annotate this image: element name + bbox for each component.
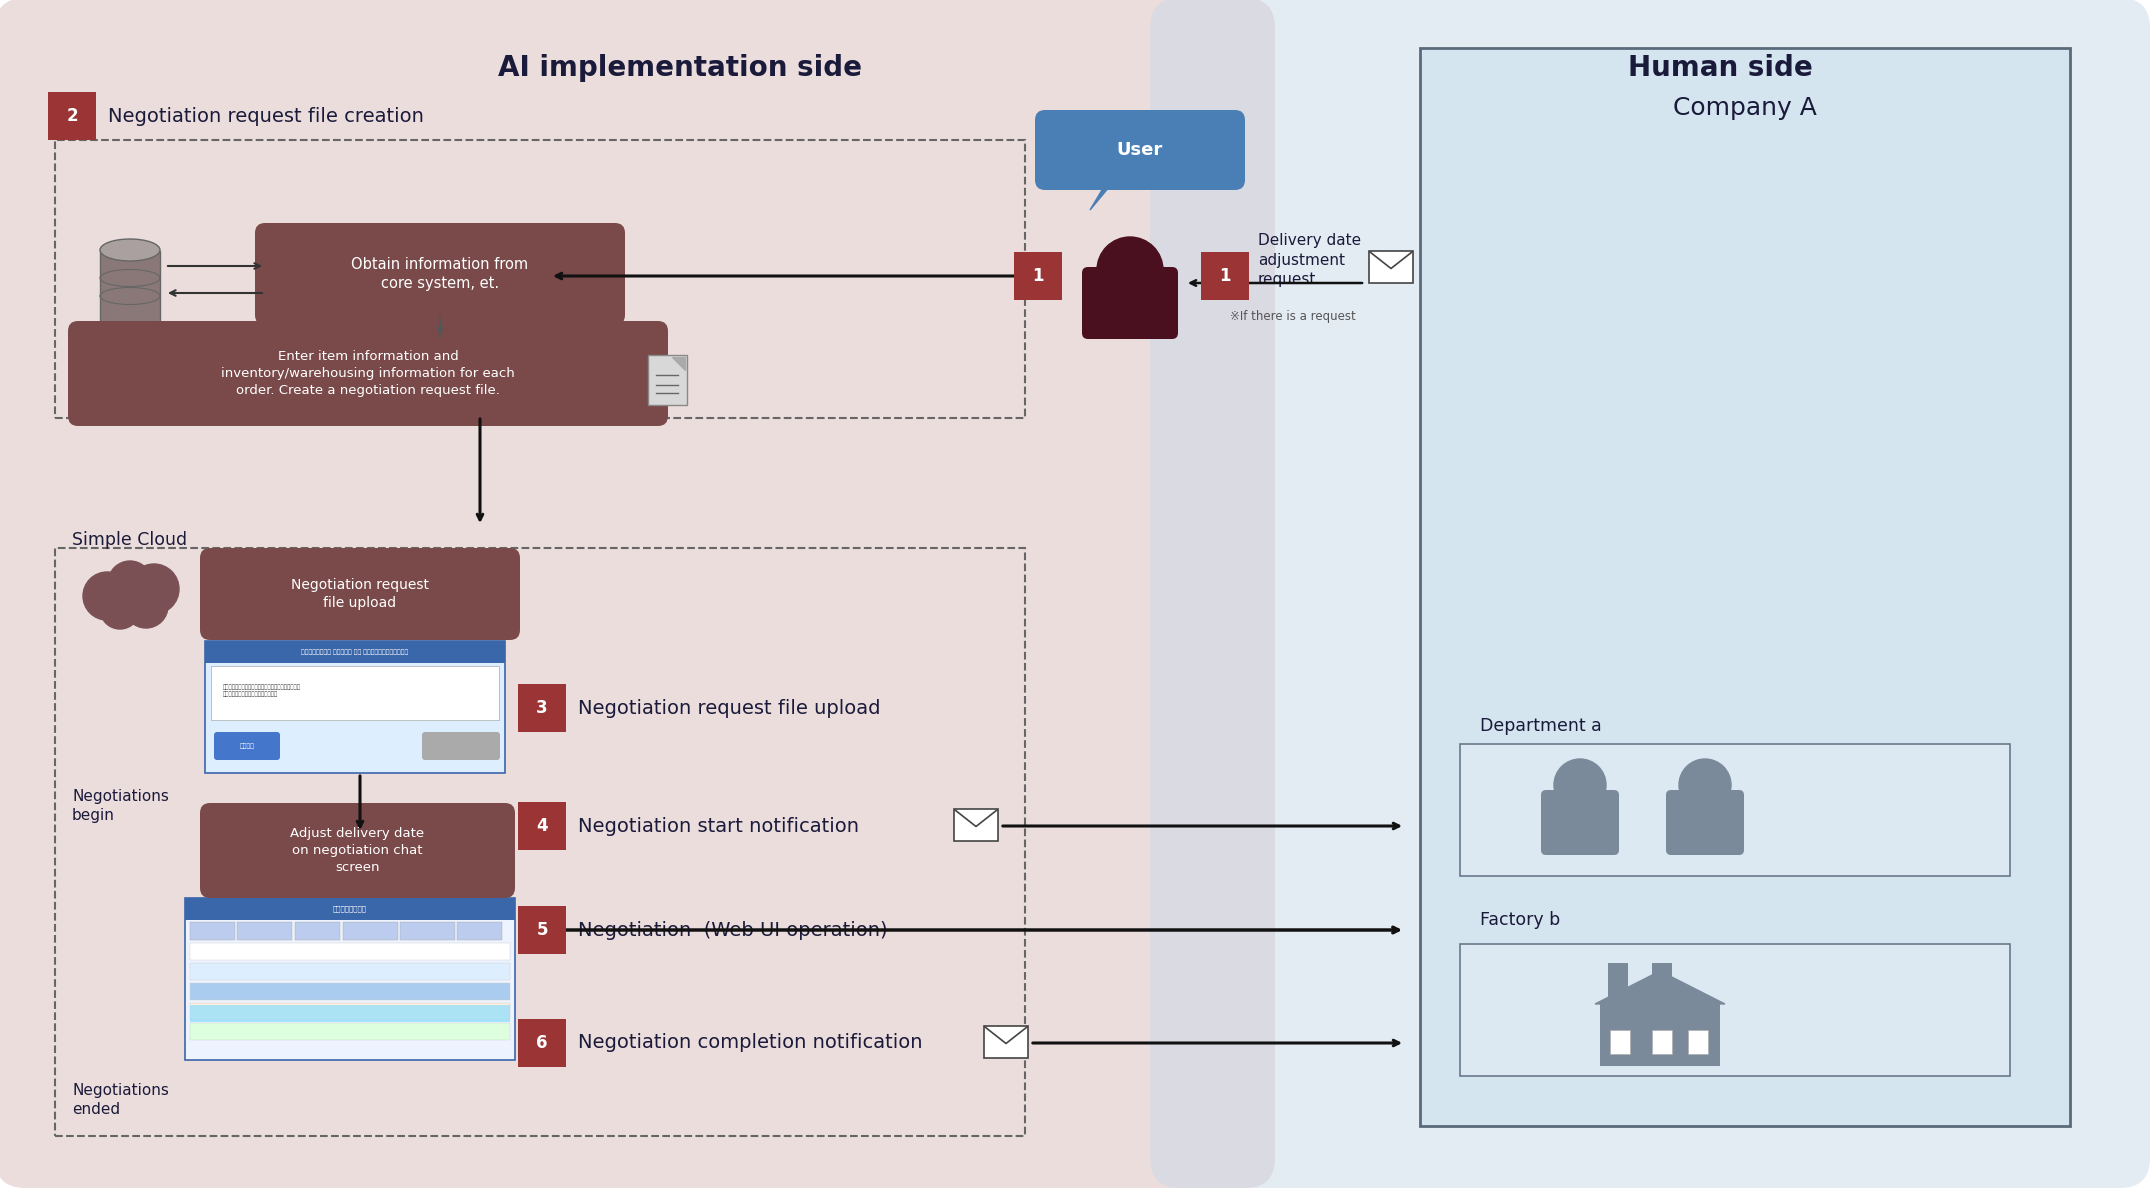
FancyBboxPatch shape bbox=[1542, 790, 1619, 855]
Text: Company A: Company A bbox=[1673, 96, 1817, 120]
Circle shape bbox=[125, 584, 168, 628]
Text: Delivery date
adjustment
request: Delivery date adjustment request bbox=[1258, 233, 1361, 286]
FancyBboxPatch shape bbox=[1015, 252, 1062, 301]
FancyBboxPatch shape bbox=[400, 922, 456, 940]
Circle shape bbox=[84, 571, 131, 620]
Circle shape bbox=[1096, 236, 1163, 303]
FancyBboxPatch shape bbox=[189, 922, 234, 940]
FancyBboxPatch shape bbox=[204, 642, 505, 663]
Text: Factory b: Factory b bbox=[1479, 911, 1561, 929]
Text: アップロードするファイルをドラッグアンドドロップ
するか、ファイルを選んでください。: アップロードするファイルをドラッグアンドドロップ するか、ファイルを選んでくださ… bbox=[224, 684, 301, 697]
FancyBboxPatch shape bbox=[1608, 963, 1628, 1011]
Text: User: User bbox=[1116, 141, 1163, 159]
Text: 4: 4 bbox=[535, 817, 548, 835]
FancyBboxPatch shape bbox=[344, 922, 398, 940]
FancyBboxPatch shape bbox=[1460, 944, 2010, 1076]
FancyBboxPatch shape bbox=[0, 0, 1275, 1188]
Text: Negotiation completion notification: Negotiation completion notification bbox=[578, 1034, 922, 1053]
FancyBboxPatch shape bbox=[189, 1003, 510, 1020]
Text: Human side: Human side bbox=[1628, 53, 1812, 82]
FancyBboxPatch shape bbox=[189, 943, 510, 960]
Text: 6: 6 bbox=[535, 1034, 548, 1053]
Text: Negotiation  (Web UI operation): Negotiation (Web UI operation) bbox=[578, 921, 888, 940]
FancyBboxPatch shape bbox=[69, 321, 669, 426]
Text: Adjust delivery date
on negotiation chat
screen: Adjust delivery date on negotiation chat… bbox=[290, 827, 424, 874]
FancyBboxPatch shape bbox=[189, 1023, 510, 1040]
FancyBboxPatch shape bbox=[647, 355, 688, 405]
FancyBboxPatch shape bbox=[200, 548, 520, 640]
FancyBboxPatch shape bbox=[1370, 251, 1413, 283]
Text: Negotiation request
file upload: Negotiation request file upload bbox=[290, 577, 430, 611]
Ellipse shape bbox=[101, 239, 159, 261]
FancyBboxPatch shape bbox=[985, 1026, 1028, 1059]
FancyBboxPatch shape bbox=[236, 922, 292, 940]
FancyBboxPatch shape bbox=[101, 251, 159, 323]
Text: AI implementation side: AI implementation side bbox=[499, 53, 862, 82]
FancyBboxPatch shape bbox=[518, 906, 565, 954]
Text: Obtain information from
core system, et.: Obtain information from core system, et. bbox=[350, 257, 529, 291]
FancyBboxPatch shape bbox=[185, 898, 516, 920]
FancyBboxPatch shape bbox=[1419, 48, 2070, 1126]
Text: Negotiation start notification: Negotiation start notification bbox=[578, 816, 860, 835]
Polygon shape bbox=[1595, 971, 1724, 1004]
FancyBboxPatch shape bbox=[1651, 963, 1673, 1011]
Text: 1: 1 bbox=[1219, 267, 1230, 285]
FancyBboxPatch shape bbox=[189, 982, 510, 1000]
Text: Negotiations
begin: Negotiations begin bbox=[71, 789, 170, 823]
FancyBboxPatch shape bbox=[955, 809, 998, 841]
Text: 1: 1 bbox=[1032, 267, 1043, 285]
Text: 3: 3 bbox=[535, 699, 548, 718]
Text: ※If there is a request: ※If there is a request bbox=[1230, 310, 1357, 322]
FancyBboxPatch shape bbox=[189, 1005, 510, 1022]
Polygon shape bbox=[1090, 181, 1116, 210]
FancyBboxPatch shape bbox=[200, 803, 516, 898]
FancyBboxPatch shape bbox=[189, 963, 510, 980]
FancyBboxPatch shape bbox=[1666, 790, 1744, 855]
FancyBboxPatch shape bbox=[518, 1019, 565, 1067]
FancyBboxPatch shape bbox=[1651, 1030, 1673, 1054]
Text: 5: 5 bbox=[535, 921, 548, 939]
FancyBboxPatch shape bbox=[215, 732, 280, 760]
Text: ファイル: ファイル bbox=[239, 744, 254, 748]
Circle shape bbox=[1679, 759, 1731, 811]
FancyBboxPatch shape bbox=[1202, 252, 1249, 301]
Circle shape bbox=[101, 589, 140, 628]
FancyBboxPatch shape bbox=[1688, 1030, 1707, 1054]
Circle shape bbox=[1554, 759, 1606, 811]
Text: 交渉チャット画面: 交渉チャット画面 bbox=[333, 905, 368, 912]
FancyBboxPatch shape bbox=[1600, 1004, 1720, 1066]
FancyBboxPatch shape bbox=[518, 802, 565, 849]
FancyBboxPatch shape bbox=[211, 666, 499, 720]
Text: 2: 2 bbox=[67, 107, 77, 125]
Text: Simple Cloud: Simple Cloud bbox=[71, 531, 187, 549]
Text: Negotiation request file creation: Negotiation request file creation bbox=[108, 107, 424, 126]
FancyBboxPatch shape bbox=[204, 642, 505, 773]
Text: ファイルメニュー リスエスト 選択 アップロードファイル選択: ファイルメニュー リスエスト 選択 アップロードファイル選択 bbox=[301, 649, 408, 655]
FancyBboxPatch shape bbox=[1610, 1030, 1630, 1054]
Text: Negotiations
ended: Negotiations ended bbox=[71, 1083, 170, 1117]
Circle shape bbox=[108, 561, 153, 605]
FancyBboxPatch shape bbox=[458, 922, 501, 940]
FancyBboxPatch shape bbox=[1150, 0, 2150, 1188]
FancyBboxPatch shape bbox=[1034, 110, 1245, 190]
Text: Enter item information and
inventory/warehousing information for each
order. Cre: Enter item information and inventory/war… bbox=[221, 350, 514, 397]
Text: Negotiation request file upload: Negotiation request file upload bbox=[578, 699, 882, 718]
FancyBboxPatch shape bbox=[256, 223, 626, 326]
FancyBboxPatch shape bbox=[1081, 267, 1178, 339]
FancyBboxPatch shape bbox=[518, 684, 565, 732]
FancyBboxPatch shape bbox=[1460, 744, 2010, 876]
FancyBboxPatch shape bbox=[47, 91, 97, 140]
FancyBboxPatch shape bbox=[295, 922, 340, 940]
Polygon shape bbox=[673, 358, 686, 369]
FancyBboxPatch shape bbox=[421, 732, 501, 760]
FancyBboxPatch shape bbox=[185, 898, 516, 1060]
Circle shape bbox=[129, 564, 178, 614]
Text: Department a: Department a bbox=[1479, 718, 1602, 735]
